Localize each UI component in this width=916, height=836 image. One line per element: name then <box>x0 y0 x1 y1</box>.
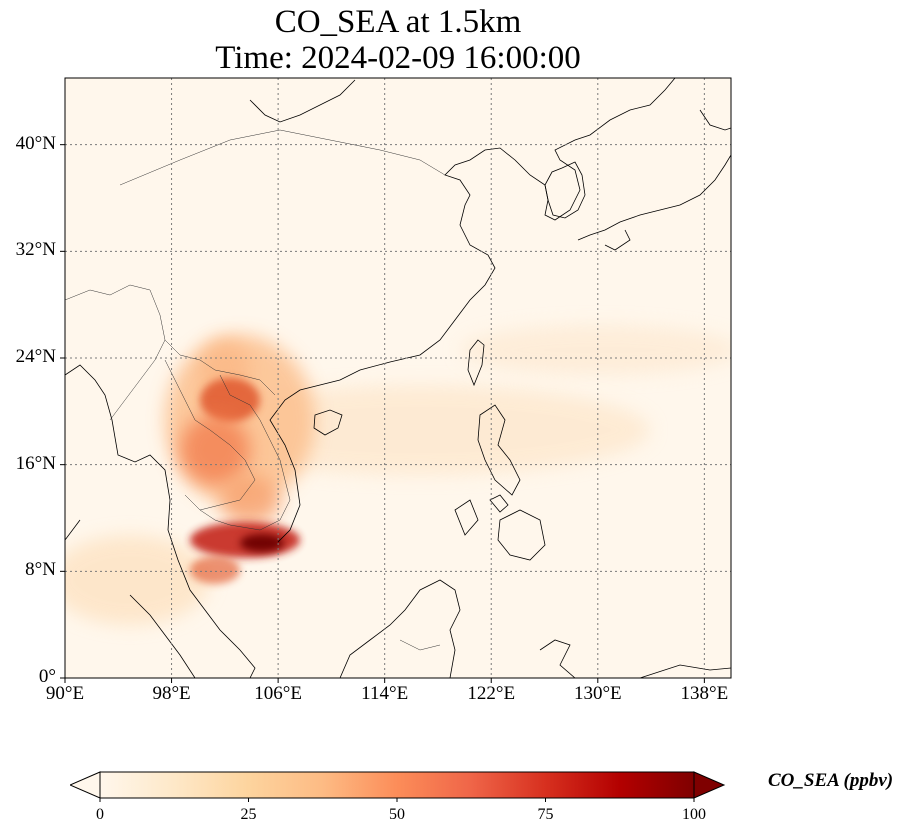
coastline-hainan <box>313 409 343 436</box>
border-myanmar <box>109 339 166 421</box>
lat-tick-label: 24°N <box>15 346 56 367</box>
plume-cambodia <box>220 475 280 525</box>
hotspot-thailand <box>180 415 250 485</box>
hotspot-mekong-core <box>240 534 284 552</box>
colorbar-tick-label: 50 <box>389 806 405 823</box>
coastline-japan <box>577 109 731 251</box>
map-frame <box>64 77 732 679</box>
coastline-sumatra <box>129 594 196 678</box>
plume-andaman <box>65 535 210 625</box>
concentration-map <box>60 77 732 683</box>
lon-tick-label: 122°E <box>467 683 516 704</box>
lat-tick-label: 8°N <box>25 559 56 581</box>
border-borneo <box>399 639 441 651</box>
colorbar <box>70 771 726 802</box>
colorbar-label: CO_SEA (ppbv) <box>768 770 894 791</box>
lon-tick-label: 98°E <box>152 683 191 704</box>
lon-tick-label: 90°E <box>45 683 85 704</box>
border-cambodia <box>199 499 291 531</box>
coastline-taiwan <box>467 339 485 387</box>
coastline-north <box>249 79 356 123</box>
colorbar-extend-min <box>70 771 101 799</box>
country-borders <box>65 129 446 651</box>
colorbar-tick-label: 100 <box>682 806 706 823</box>
map-subtitle-time: Time: 2024-02-09 16:00:00 <box>215 40 581 76</box>
border-laos-vietnam <box>219 374 291 501</box>
lon-tick-label: 106°E <box>254 683 302 704</box>
co-plume-layer <box>65 325 731 625</box>
plume-gulf-thailand <box>190 556 240 584</box>
coastline-luzon <box>477 404 521 496</box>
lat-tick-label: 32°N <box>15 239 56 261</box>
coastline-mainland <box>65 78 676 678</box>
map-title: CO_SEA at 1.5km <box>274 4 522 40</box>
hotspot-laos <box>200 378 260 422</box>
coastline-sulawesi <box>539 639 731 678</box>
coastline-visayas <box>454 494 509 536</box>
coastline-korea <box>544 161 586 219</box>
border-china-north <box>119 129 446 186</box>
coastlines <box>65 78 731 678</box>
lon-tick-label: 138°E <box>680 683 729 704</box>
border-thailand <box>164 359 256 511</box>
colorbar-tick-label: 25 <box>240 806 257 823</box>
colorbar-tick-label: 75 <box>537 806 554 823</box>
lon-tick-label: 130°E <box>573 683 622 704</box>
plume-pacific <box>460 325 731 375</box>
coastline-mindanao <box>497 509 546 561</box>
lon-tick-label: 114°E <box>361 683 409 704</box>
colorbar-extend-max <box>693 771 726 799</box>
colorbar-gradient <box>99 771 695 799</box>
lat-tick-label: 0° <box>38 666 56 687</box>
colorbar-tick-label: 0 <box>96 806 104 823</box>
axis-tick-marks <box>60 144 705 683</box>
lat-tick-label: 16°N <box>15 452 56 474</box>
lat-tick-label: 40°N <box>15 132 56 154</box>
coastline-borneo <box>339 579 461 678</box>
graticule <box>65 78 731 678</box>
